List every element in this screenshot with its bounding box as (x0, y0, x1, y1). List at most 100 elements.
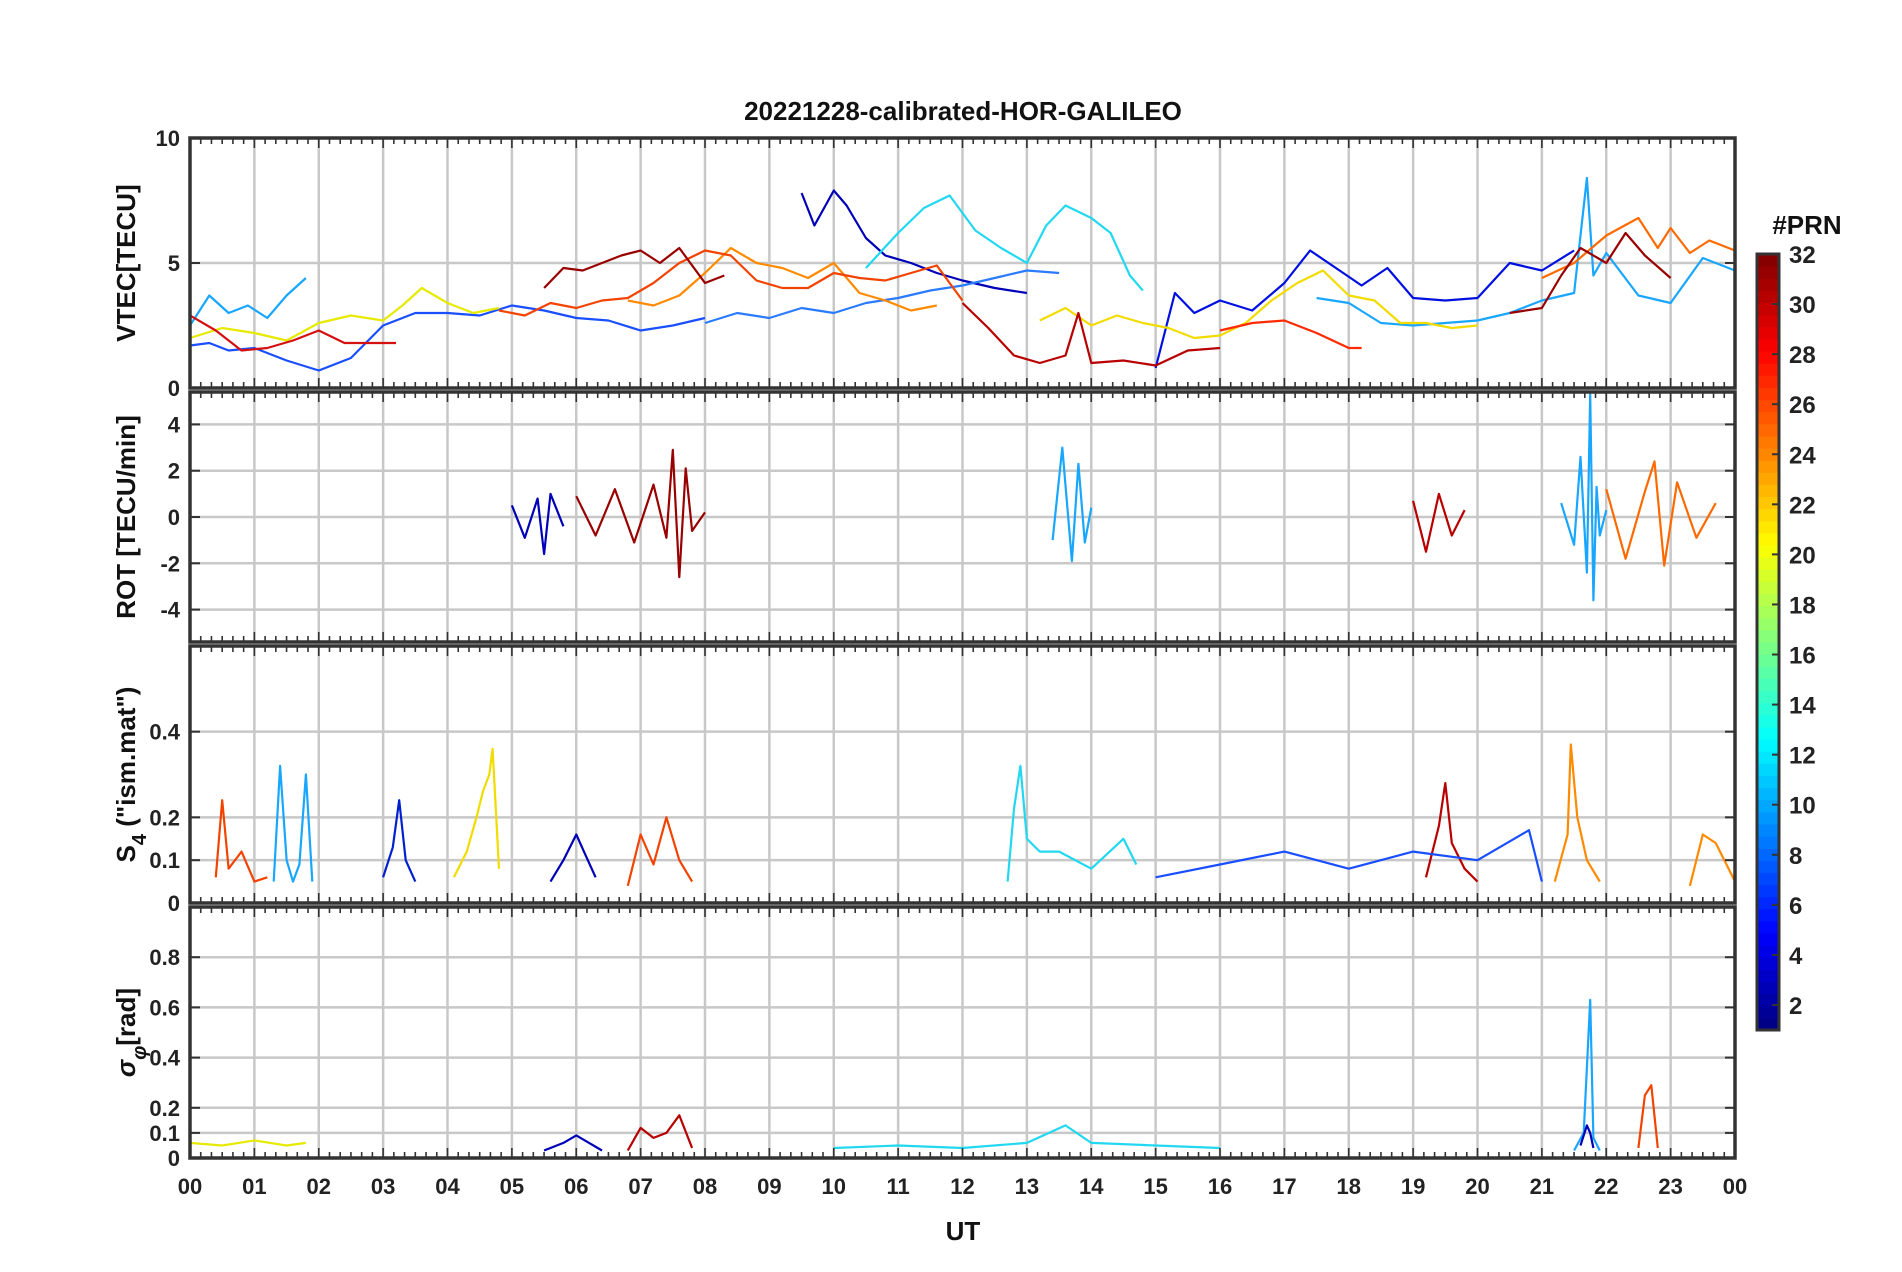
colorbar-segment (1757, 1005, 1779, 1019)
y-tick-label: 0.4 (149, 1046, 180, 1071)
y-tick-label: 0 (168, 505, 180, 530)
colorbar-tick-label: 20 (1789, 542, 1816, 569)
series-group (214, 743, 1735, 887)
series-line (1039, 269, 1478, 340)
y-tick-label: 0.2 (149, 805, 180, 830)
panel-4: 00.10.2 0.4 0.6 0.8 σφ[rad] (111, 905, 1737, 1171)
colorbar-segment (1757, 484, 1779, 498)
series-line (272, 764, 314, 883)
colorbar-tick-label: 10 (1789, 793, 1816, 820)
x-tick-label: 03 (371, 1174, 395, 1199)
colorbar-segment (1757, 787, 1779, 801)
y-tick-label: 5 (168, 251, 180, 276)
y-tick-label: 0.6 (149, 995, 180, 1020)
colorbar-segment (1757, 266, 1779, 279)
x-tick-label: 01 (242, 1174, 266, 1199)
series-line (833, 1124, 1221, 1150)
panel-2: -4 -2 0 2 4 ROT [TECU/min] (111, 390, 1737, 644)
colorbar-segment (1757, 351, 1779, 364)
x-tick-label: 20 (1465, 1174, 1489, 1199)
series-line (1412, 492, 1466, 553)
series-line (1541, 216, 1735, 279)
colorbar-segment (1757, 569, 1779, 582)
series-group (190, 176, 1735, 372)
colorbar-tick-label: 32 (1789, 242, 1816, 269)
colorbar-tick-label: 8 (1789, 843, 1802, 870)
colorbar-segment (1757, 969, 1779, 983)
series-line (961, 302, 1221, 367)
series-line (543, 246, 725, 289)
series-line (190, 314, 396, 352)
x-tick-label: 11 (886, 1174, 909, 1199)
colorbar-segment (1757, 848, 1779, 861)
colorbar-segment (1757, 957, 1779, 970)
x-tick-label: 19 (1401, 1174, 1425, 1199)
series-line (1219, 319, 1362, 350)
series-line (214, 799, 268, 883)
colorbar-segment (1757, 799, 1779, 813)
x-tick-label: 14 (1079, 1174, 1104, 1199)
colorbar-segment (1757, 933, 1779, 946)
colorbar-segment (1757, 884, 1779, 898)
colorbar-segment (1757, 1017, 1779, 1031)
y-tick-label: 10 (156, 126, 180, 151)
x-tick-label: 02 (307, 1174, 331, 1199)
colorbar-tick-label: 26 (1789, 392, 1816, 419)
series-line (626, 816, 694, 887)
colorbar-tick-label: 24 (1789, 442, 1816, 469)
y-tick-label: 0.1 (149, 1121, 180, 1146)
y-tick-label: 0.1 (149, 848, 180, 873)
series-line (1155, 829, 1543, 882)
x-tick-label: 00 (1723, 1174, 1747, 1199)
x-tick-label: 21 (1530, 1174, 1554, 1199)
series-line (1424, 781, 1479, 883)
colorbar-tick-label: 18 (1789, 592, 1816, 619)
colorbar-segment (1757, 593, 1779, 607)
y-axis-label: ROT [TECU/min] (111, 415, 141, 619)
series-group (510, 393, 1717, 602)
panel-1: 0 5 10 VTEC[TECU] (111, 126, 1737, 401)
colorbar-segment (1757, 326, 1779, 340)
x-tick-label: 08 (693, 1174, 717, 1199)
x-tick-label: 17 (1272, 1174, 1296, 1199)
colorbar-segment (1757, 666, 1779, 679)
series-line (626, 1114, 694, 1152)
series-line (1509, 231, 1672, 315)
colorbar-segment (1757, 751, 1779, 764)
series-line (498, 249, 964, 317)
y-tick-label: 0.4 (149, 720, 180, 745)
series-line (1688, 833, 1735, 887)
colorbar-segment (1757, 290, 1779, 304)
colorbar-segment (1757, 448, 1779, 461)
colorbar-segment (1757, 945, 1779, 958)
series-line (549, 833, 597, 883)
colorbar-segment (1757, 811, 1779, 825)
x-axis-label: UT (946, 1216, 981, 1246)
x-tick-label: 10 (822, 1174, 846, 1199)
colorbar-segment (1757, 423, 1779, 437)
y-tick-label: 4 (168, 412, 181, 437)
colorbar-segment (1757, 581, 1779, 595)
chart-title: 20221228-calibrated-HOR-GALILEO (744, 96, 1182, 126)
colorbar-tick-label: 14 (1789, 693, 1816, 720)
series-line (1637, 1084, 1659, 1149)
colorbar-segment (1757, 763, 1779, 776)
series-line (1579, 1124, 1595, 1149)
colorbar-tick-label: 22 (1789, 492, 1816, 519)
colorbar-segment (1757, 545, 1779, 558)
colorbar-segment (1757, 399, 1779, 413)
colorbar-segment (1757, 460, 1779, 473)
colorbar-segment (1757, 690, 1779, 704)
y-axis-label: S4 ("ism.mat") (111, 687, 151, 863)
colorbar-tick-label: 30 (1789, 292, 1816, 319)
y-tick-label: 0 (168, 376, 180, 401)
x-tick-label: 00 (178, 1174, 202, 1199)
colorbar-segment (1757, 629, 1779, 643)
colorbar-segment (1757, 302, 1779, 316)
colorbar-segment (1757, 726, 1779, 740)
colorbar-segment (1757, 496, 1779, 510)
colorbar-segment (1757, 278, 1779, 291)
colorbar-segment (1757, 860, 1779, 873)
